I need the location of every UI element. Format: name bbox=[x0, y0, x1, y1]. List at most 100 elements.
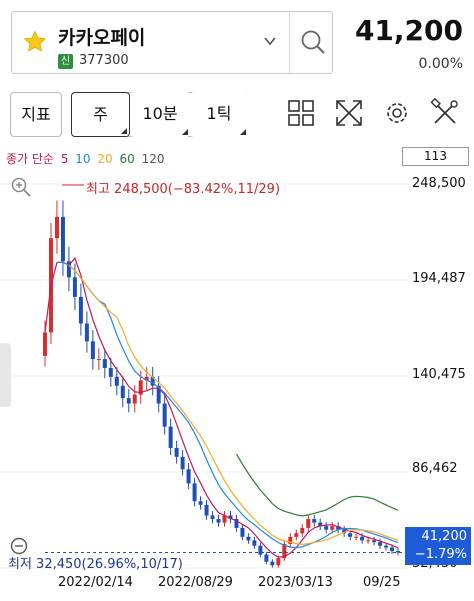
candle-body bbox=[144, 376, 149, 381]
corner-arrow-icon bbox=[182, 129, 188, 135]
x-tick-label: 2023/03/13 bbox=[258, 575, 333, 590]
candle-body bbox=[84, 323, 89, 342]
search-button[interactable] bbox=[289, 12, 333, 73]
candle-body bbox=[378, 542, 383, 546]
candle-body bbox=[150, 376, 155, 386]
stock-name: 카카오페이 bbox=[58, 27, 146, 49]
candle-body bbox=[102, 359, 107, 368]
candlestick-chart[interactable] bbox=[0, 168, 474, 598]
candle-body bbox=[192, 483, 197, 502]
grid-icon[interactable] bbox=[286, 98, 316, 128]
candle-body bbox=[180, 456, 185, 470]
candle-body bbox=[360, 536, 365, 541]
legend-ma-10: 10 bbox=[75, 152, 91, 166]
candle-body bbox=[90, 341, 95, 360]
y-tick-label: 86,462 bbox=[412, 461, 458, 476]
x-tick-label: 2022/02/14 bbox=[58, 575, 133, 590]
x-tick-label: 2022/08/29 bbox=[158, 575, 233, 590]
tools-icon[interactable] bbox=[430, 98, 460, 128]
change-percent: 0.00% bbox=[418, 56, 463, 72]
candle-body bbox=[138, 380, 143, 395]
candle-body bbox=[318, 522, 323, 527]
legend-title: 종가 단순 bbox=[6, 152, 54, 166]
candle-body bbox=[43, 332, 47, 356]
candle-body bbox=[330, 526, 335, 530]
star-icon[interactable] bbox=[22, 29, 48, 55]
legend-ma-5: 5 bbox=[60, 152, 69, 166]
legend-ma-60: 60 bbox=[119, 152, 135, 166]
candle-body bbox=[120, 385, 125, 399]
candle-body bbox=[372, 540, 377, 543]
candle-body bbox=[186, 469, 191, 484]
candle-body bbox=[270, 561, 275, 566]
candle-body bbox=[216, 519, 221, 523]
corner-arrow-icon bbox=[240, 129, 246, 135]
low-price-note: 최저 32,450(26.96%,10/17) bbox=[8, 557, 183, 572]
candle-body bbox=[396, 551, 400, 553]
gear-icon[interactable] bbox=[382, 98, 412, 128]
ma-line-60 bbox=[235, 453, 399, 517]
market-badge: 신 bbox=[58, 54, 73, 69]
ma-line-20 bbox=[68, 264, 399, 546]
y-tick-label: 194,487 bbox=[412, 271, 466, 286]
indicator-label: 지표 bbox=[21, 105, 51, 124]
candle-body bbox=[204, 504, 209, 516]
candle-body bbox=[342, 529, 347, 534]
high-price-note: 최고 248,500(−83.42%,11/29) bbox=[86, 182, 281, 197]
candle-body bbox=[288, 536, 293, 544]
period-week-button[interactable]: 주 bbox=[71, 92, 130, 137]
expand-icon[interactable] bbox=[334, 98, 364, 128]
candle-body bbox=[108, 367, 113, 377]
volume-box[interactable]: 113 bbox=[402, 147, 469, 166]
chart-toolbar: 지표 주 10분 1틱 bbox=[0, 88, 474, 144]
candle-body bbox=[156, 385, 161, 404]
candle-body bbox=[348, 533, 353, 537]
candle-body bbox=[366, 540, 371, 542]
x-tick-label: 09/25 bbox=[363, 575, 401, 590]
ma-legend[interactable]: 종가 단순 5 10 20 60 120 bbox=[6, 150, 168, 167]
candle-body bbox=[162, 403, 167, 427]
candle-body bbox=[168, 426, 173, 448]
ma-line-5 bbox=[44, 256, 399, 558]
candle-body bbox=[246, 536, 251, 541]
period-minute-button[interactable]: 10분 bbox=[130, 92, 190, 137]
candle-body bbox=[282, 543, 287, 559]
zoom-in-icon[interactable] bbox=[10, 176, 32, 198]
candle-body bbox=[252, 540, 257, 546]
side-panel-handle[interactable] bbox=[0, 343, 11, 407]
current-price: 41,200 bbox=[354, 14, 463, 47]
ma-line-10 bbox=[56, 261, 399, 549]
y-tick-label: 140,475 bbox=[412, 367, 466, 382]
period-tick-button[interactable]: 1틱 bbox=[190, 92, 248, 137]
chevron-down-icon[interactable] bbox=[262, 33, 278, 49]
candle-body bbox=[306, 519, 311, 528]
candle-body bbox=[210, 515, 215, 520]
period-group: 주 10분 1틱 bbox=[71, 92, 248, 137]
candle-body bbox=[258, 545, 263, 555]
candle-body bbox=[228, 515, 233, 520]
candle-body bbox=[276, 558, 281, 566]
candle-body bbox=[198, 501, 203, 505]
current-price-tag-change: −1.79% bbox=[414, 547, 467, 562]
candle-body bbox=[294, 533, 299, 537]
stock-code: 377300 bbox=[79, 53, 129, 68]
candle-body bbox=[390, 547, 395, 552]
candle-body bbox=[300, 527, 305, 534]
current-price-tag: 41,200 −1.79% bbox=[405, 527, 471, 565]
indicator-button[interactable]: 지표 bbox=[10, 92, 62, 137]
candle-body bbox=[312, 519, 317, 523]
candle-body bbox=[222, 515, 227, 523]
corner-arrow-icon bbox=[121, 128, 127, 134]
zoom-out-icon[interactable] bbox=[10, 537, 28, 555]
candle-body bbox=[72, 277, 77, 297]
candle-body bbox=[336, 526, 341, 530]
legend-ma-20: 20 bbox=[97, 152, 113, 166]
legend-ma-120: 120 bbox=[141, 152, 165, 166]
period-label: 주 bbox=[93, 105, 108, 124]
candle-body bbox=[324, 526, 329, 530]
y-tick-label: 248,500 bbox=[412, 176, 466, 191]
candle-body bbox=[234, 519, 239, 528]
stock-selector[interactable]: 카카오페이 신 377300 bbox=[11, 11, 333, 74]
candle-body bbox=[54, 216, 59, 239]
candle-body bbox=[264, 554, 269, 562]
